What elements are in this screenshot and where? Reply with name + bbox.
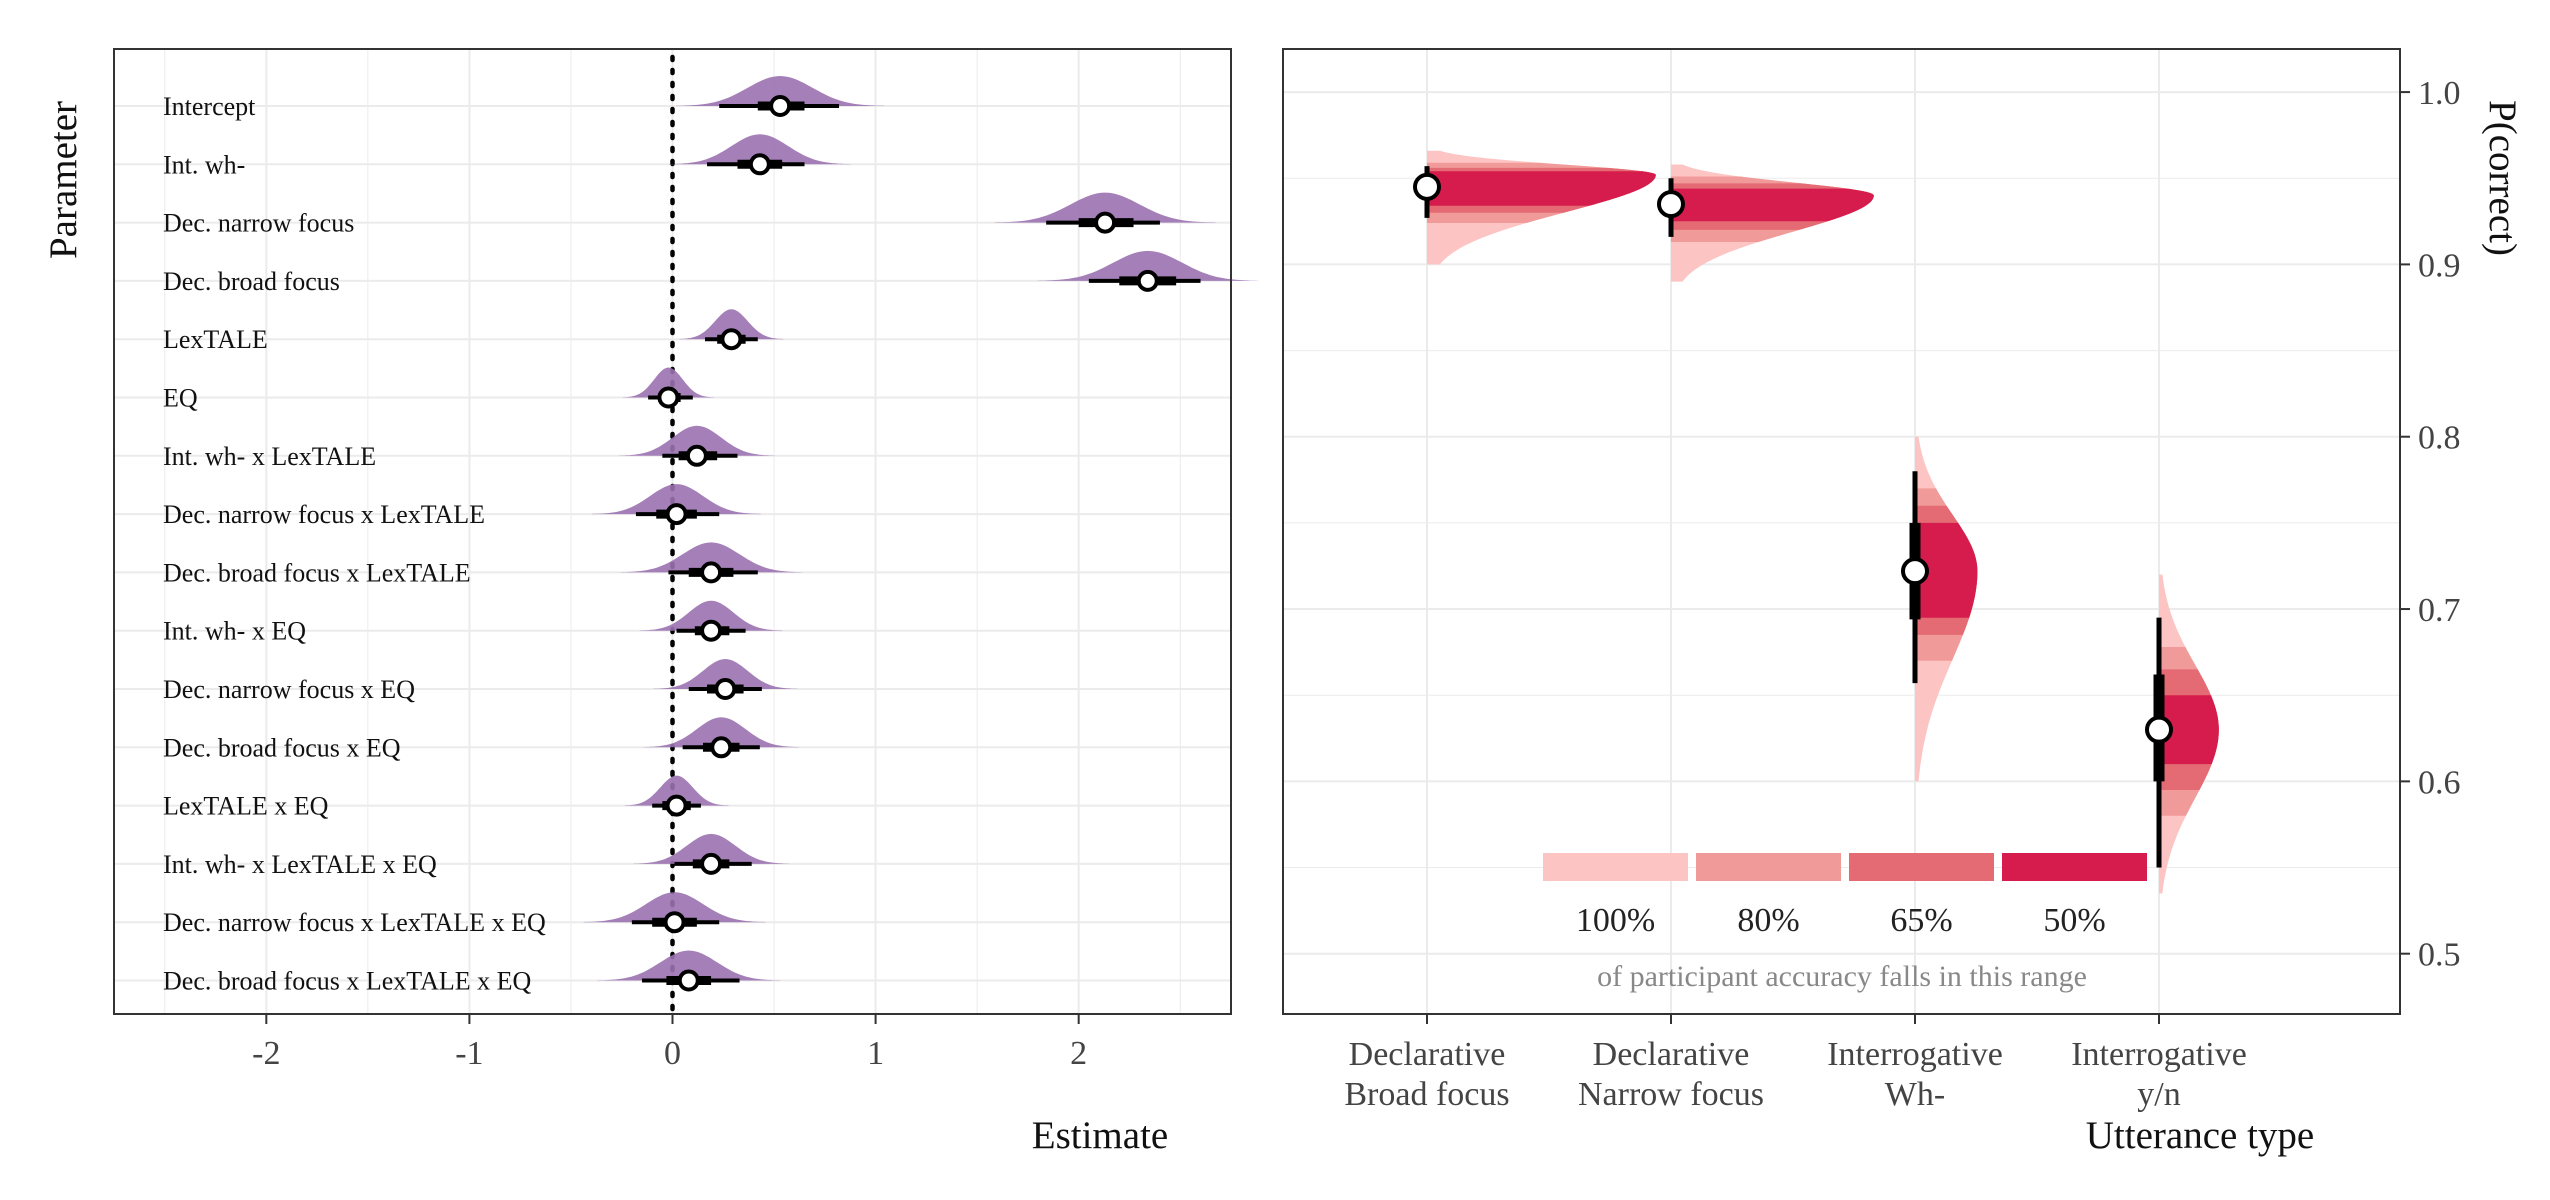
legend-swatch — [1543, 853, 1688, 881]
posterior-density — [668, 134, 851, 165]
x-tick-label: 1 — [867, 1035, 884, 1072]
x-tick-label-line2: Broad focus — [1344, 1076, 1509, 1113]
right-panel: 100% 80% 65% 50% of participant accuracy fal… — [1282, 48, 2524, 1157]
parameter-label: Intercept — [163, 92, 256, 121]
x-tick-label: 2 — [1070, 1035, 1087, 1072]
density-band-50 — [1671, 188, 1874, 222]
posterior-density — [1037, 250, 1259, 281]
point-estimate — [700, 561, 723, 584]
x-tick-label-line2: Wh- — [1885, 1076, 1945, 1113]
legend-swatch — [2002, 853, 2147, 881]
point-estimate — [748, 153, 771, 176]
left-marks — [583, 76, 1259, 992]
posterior-density — [639, 600, 783, 631]
legend-swatch — [1849, 853, 1994, 881]
point-estimate — [1901, 557, 1929, 586]
parameter-label: Dec. narrow focus — [163, 209, 354, 238]
parameter-label: Dec. broad focus — [163, 267, 340, 296]
point-estimate — [720, 328, 743, 351]
point-estimate — [700, 619, 723, 642]
posterior-density — [679, 309, 784, 340]
left-x-axis-ticks: -2 -1 0 1 2 — [252, 1014, 1087, 1072]
parameter-label: Int. wh- x EQ — [163, 617, 306, 646]
y-tick-label: 0.6 — [2418, 764, 2461, 801]
point-estimate — [1413, 172, 1441, 201]
left-panel: Intercept Int. wh- Dec. narrow focus Dec. b… — [42, 48, 1259, 1157]
density-band-50 — [1915, 522, 1978, 618]
y-tick-label: 0.8 — [2418, 420, 2461, 457]
y-tick-label: 0.9 — [2418, 247, 2461, 284]
posterior-density — [994, 192, 1216, 223]
legend-label: 80% — [1737, 902, 1799, 939]
x-tick-label-line2: Narrow focus — [1578, 1076, 1764, 1113]
parameter-label: Int. wh- x LexTALE — [163, 442, 376, 471]
parameter-label: Dec. narrow focus x EQ — [163, 675, 415, 704]
parameter-label: EQ — [163, 384, 198, 413]
y-tick-label: 0.7 — [2418, 592, 2461, 629]
right-x-axis-title: Utterance type — [2086, 1114, 2314, 1157]
x-tick-label: -2 — [252, 1035, 280, 1072]
point-estimate — [714, 678, 737, 700]
posterior-density — [622, 367, 714, 398]
parameter-label: Int. wh- x LexTALE x EQ — [163, 850, 437, 879]
posterior-density — [643, 717, 800, 748]
x-tick-label-line1: Declarative — [1593, 1036, 1750, 1073]
parameter-label: Dec. broad focus x EQ — [163, 733, 401, 762]
posterior-density — [653, 659, 797, 689]
point-estimate — [685, 444, 708, 467]
posterior-density — [624, 775, 729, 806]
point-estimate — [710, 736, 733, 759]
right-panel-border — [1282, 48, 2401, 1015]
posterior-density — [633, 833, 790, 864]
parameter-label: Dec. narrow focus x LexTALE — [163, 500, 485, 529]
y-tick-label: 0.5 — [2418, 937, 2461, 974]
parameter-label: LexTALE — [163, 325, 268, 354]
point-estimate — [769, 95, 792, 117]
legend-caption: of participant accuracy falls in this ra… — [1597, 960, 2087, 993]
accuracy-legend: 100% 80% 65% 50% of participant accuracy fal… — [1543, 853, 2147, 993]
point-estimate — [665, 794, 688, 817]
point-estimate — [700, 852, 723, 875]
x-tick-label-line2: y/n — [2137, 1076, 2180, 1113]
point-estimate — [1094, 211, 1117, 234]
posterior-density — [592, 484, 761, 515]
posterior-density — [618, 425, 775, 456]
parameter-label: Dec. broad focus x LexTALE x EQ — [163, 967, 532, 996]
parameter-label: Int. wh- — [163, 150, 245, 179]
point-estimate — [663, 911, 686, 934]
parameter-label: Dec. narrow focus x LexTALE x EQ — [163, 908, 546, 937]
x-tick-label: -1 — [455, 1035, 483, 1072]
x-tick-label-line1: Interrogative — [1827, 1036, 2003, 1073]
point-estimate — [665, 503, 688, 526]
parameter-label: Dec. broad focus x LexTALE — [163, 558, 471, 587]
x-tick-label: 0 — [664, 1035, 681, 1072]
right-y-axis-ticks: 0.5 0.6 0.7 0.8 0.9 1.0 — [2400, 75, 2461, 974]
left-x-axis-title: Estimate — [1032, 1114, 1168, 1157]
x-tick-label-line1: Declarative — [1349, 1036, 1506, 1073]
legend-label: 100% — [1576, 902, 1655, 939]
legend-label: 65% — [1890, 902, 1952, 939]
point-estimate — [677, 969, 700, 992]
point-estimate — [657, 386, 680, 409]
point-estimate — [1136, 269, 1159, 292]
density-band-50 — [1427, 171, 1656, 206]
left-y-axis-title: Parameter — [42, 101, 85, 259]
point-estimate — [1657, 190, 1685, 219]
posterior-density — [676, 76, 885, 106]
right-marks — [1413, 150, 2219, 894]
legend-swatch — [1696, 853, 1841, 881]
posterior-density — [597, 950, 780, 981]
point-estimate — [2145, 715, 2173, 744]
right-y-axis-title: P(correct) — [2481, 100, 2524, 256]
parameter-label: LexTALE x EQ — [163, 792, 329, 821]
legend-label: 50% — [2043, 902, 2105, 939]
density-band-50 — [2159, 695, 2219, 765]
y-tick-label: 1.0 — [2418, 75, 2461, 112]
posterior-density — [620, 542, 803, 573]
posterior-density — [583, 892, 766, 923]
x-tick-label-line1: Interrogative — [2071, 1036, 2247, 1073]
parameter-labels: Intercept Int. wh- Dec. narrow focus Dec. b… — [163, 92, 546, 996]
